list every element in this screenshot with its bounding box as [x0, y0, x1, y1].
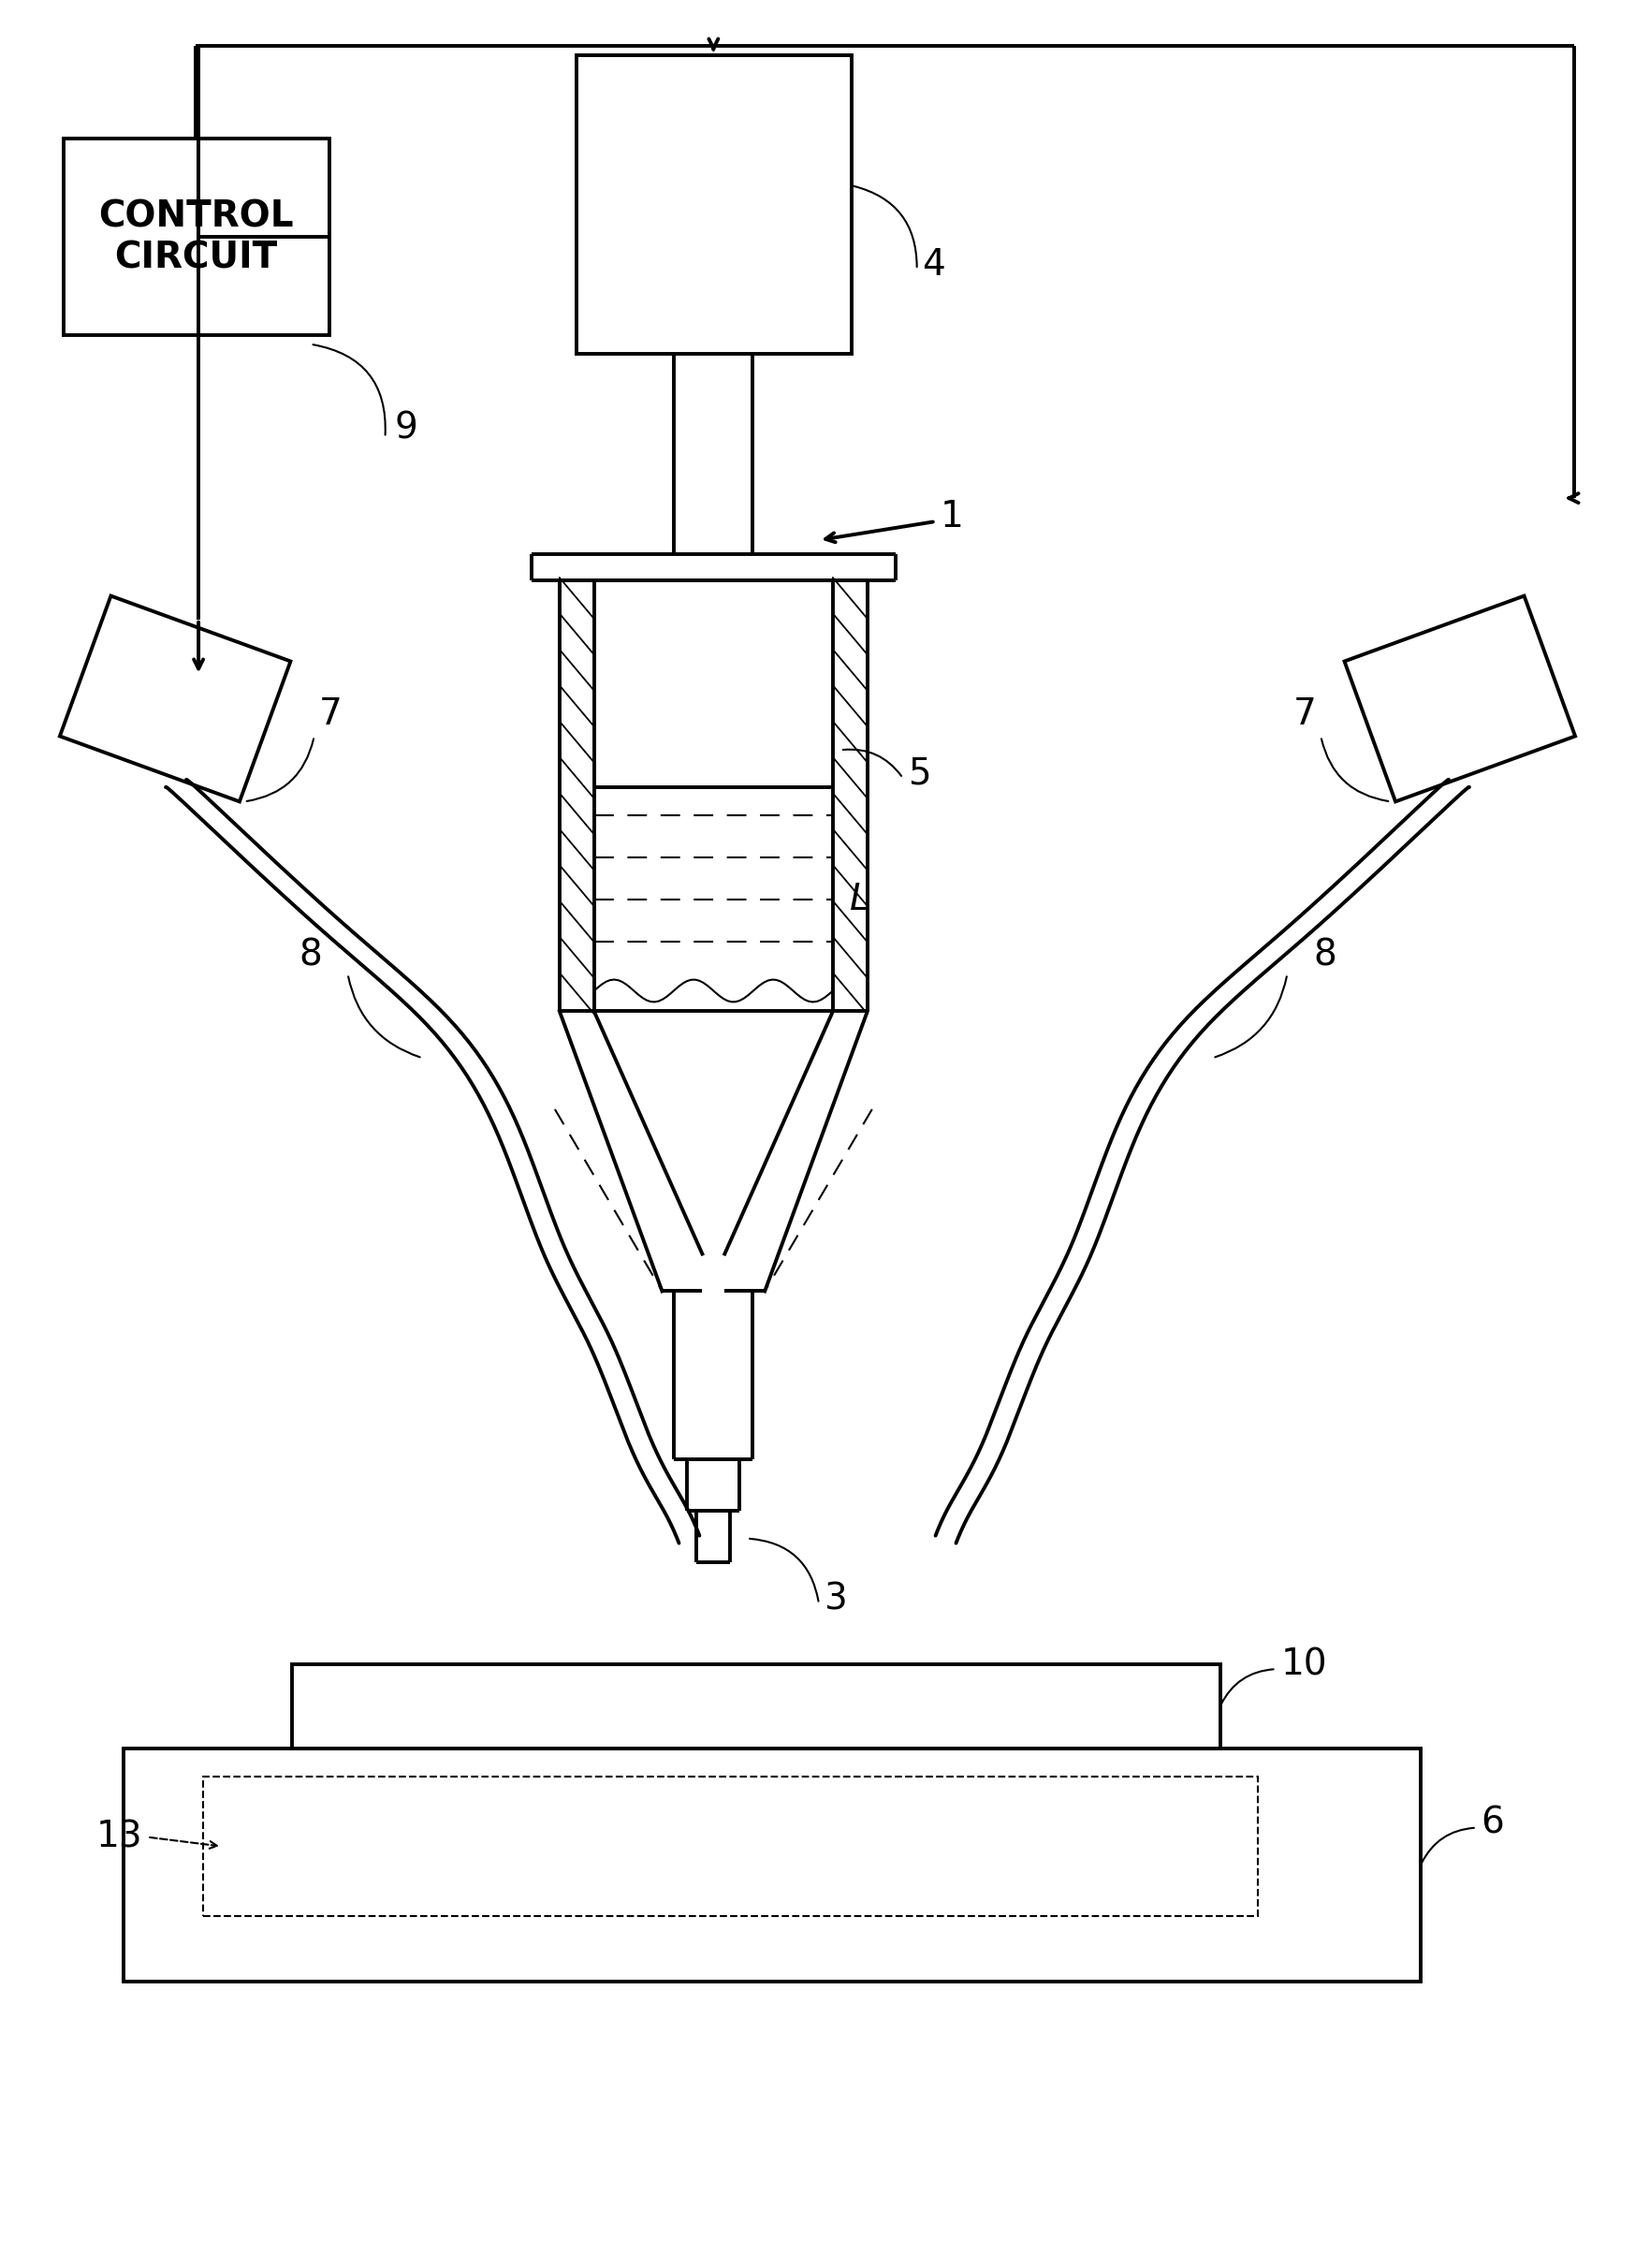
- Text: 6: 6: [1481, 1805, 1504, 1842]
- Text: 8: 8: [1313, 937, 1336, 973]
- Text: 9: 9: [394, 411, 417, 447]
- Text: 7: 7: [1293, 696, 1316, 733]
- Text: 3: 3: [824, 1581, 847, 1617]
- Text: 7: 7: [319, 696, 342, 733]
- Text: 8: 8: [299, 937, 322, 973]
- Text: 13: 13: [96, 1819, 142, 1855]
- Bar: [577, 54, 852, 354]
- Text: 5: 5: [907, 755, 930, 792]
- Text: 10: 10: [1280, 1647, 1328, 1683]
- Bar: [124, 1749, 1421, 1982]
- Bar: [64, 138, 329, 336]
- Text: L: L: [850, 882, 870, 916]
- Text: 1: 1: [940, 499, 963, 535]
- Text: 4: 4: [922, 247, 945, 284]
- Text: CONTROL
CIRCUIT: CONTROL CIRCUIT: [98, 200, 294, 274]
- Bar: [291, 1665, 1220, 1749]
- Bar: [203, 1776, 1257, 1916]
